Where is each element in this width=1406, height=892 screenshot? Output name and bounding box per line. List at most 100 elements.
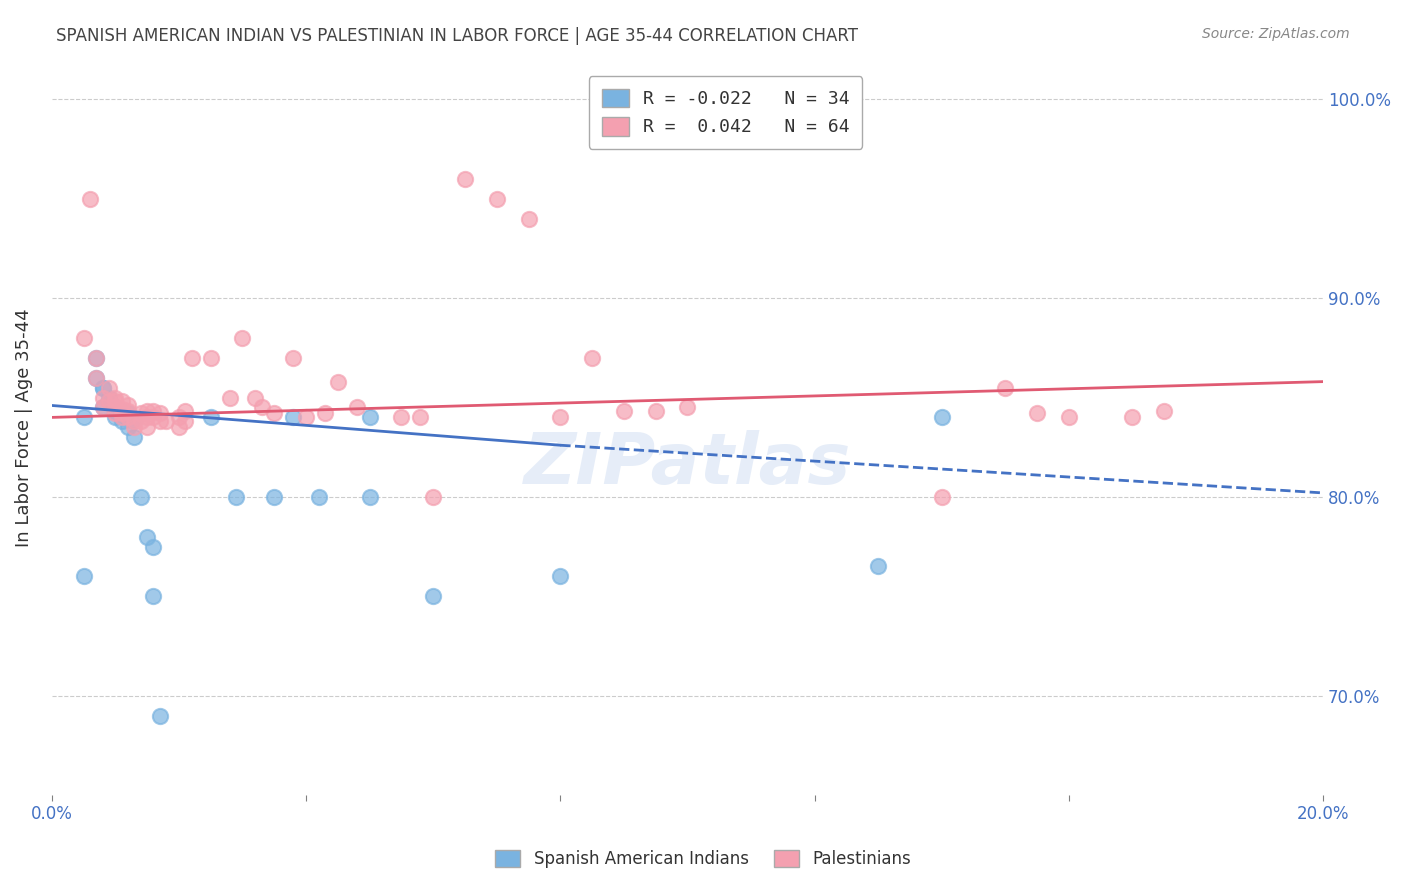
Point [422,589,444,603]
Point [111,394,134,409]
Point [104,410,127,425]
Point [97,394,120,409]
Text: SPANISH AMERICAN INDIAN VS PALESTINIAN IN LABOR FORCE | AGE 35-44 CORRELATION CH: SPANISH AMERICAN INDIAN VS PALESTINIAN I… [56,27,858,45]
Point [1153,404,1175,418]
Point [136,420,159,434]
Point [149,406,172,420]
Point [111,414,134,428]
Point [225,490,247,504]
Point [91,391,114,405]
Point [136,404,159,418]
Point [180,351,202,365]
Point [84,351,107,365]
Point [97,391,120,405]
Point [326,375,349,389]
Point [174,404,197,418]
Point [104,401,127,415]
Point [124,420,146,434]
Point [124,414,146,428]
Point [129,414,152,428]
Point [359,490,381,504]
Point [84,351,107,365]
Point [263,406,285,420]
Point [136,530,159,544]
Point [1121,410,1143,425]
Point [218,391,240,405]
Point [263,490,285,504]
Point [111,410,134,425]
Point [550,410,572,425]
Point [676,401,699,415]
Point [308,490,330,504]
Point [91,381,114,395]
Point [97,394,120,409]
Y-axis label: In Labor Force | Age 35-44: In Labor Force | Age 35-44 [15,308,32,547]
Point [124,414,146,428]
Point [142,589,165,603]
Point [136,410,159,425]
Point [111,406,134,420]
Point [91,401,114,415]
Point [72,569,94,583]
Point [117,406,139,420]
Point [79,192,101,206]
Point [84,370,107,384]
Point [200,351,222,365]
Point [167,410,190,425]
Point [295,410,318,425]
Point [283,351,305,365]
Point [72,331,94,345]
Point [149,414,172,428]
Point [231,331,253,345]
Point [868,559,890,574]
Point [581,351,603,365]
Point [422,490,444,504]
Point [1026,406,1049,420]
Point [1057,410,1080,425]
Point [174,414,197,428]
Point [346,401,368,415]
Point [91,401,114,415]
Point [931,490,953,504]
Point [250,401,273,415]
Point [485,192,508,206]
Point [104,406,127,420]
Point [644,404,666,418]
Point [72,410,94,425]
Point [142,404,165,418]
Point [200,410,222,425]
Point [104,391,127,405]
Point [613,404,636,418]
Legend: R = -0.022   N = 34, R =  0.042   N = 64: R = -0.022 N = 34, R = 0.042 N = 64 [589,76,862,149]
Point [243,391,266,405]
Point [129,490,152,504]
Point [167,420,190,434]
Point [389,410,412,425]
Point [124,430,146,444]
Point [104,401,127,415]
Point [142,540,165,554]
Text: ZIPatlas: ZIPatlas [524,430,851,499]
Legend: Spanish American Indians, Palestinians: Spanish American Indians, Palestinians [489,843,917,875]
Point [155,414,177,428]
Point [359,410,381,425]
Point [111,402,134,417]
Point [283,410,305,425]
Point [84,370,107,384]
Point [117,410,139,425]
Point [111,404,134,418]
Point [409,410,432,425]
Point [550,569,572,583]
Point [97,381,120,395]
Point [314,406,336,420]
Point [454,172,477,186]
Point [149,708,172,723]
Point [117,420,139,434]
Point [517,211,540,226]
Point [104,394,127,409]
Point [931,410,953,425]
Point [142,410,165,425]
Point [91,381,114,395]
Point [104,404,127,418]
Point [994,381,1017,395]
